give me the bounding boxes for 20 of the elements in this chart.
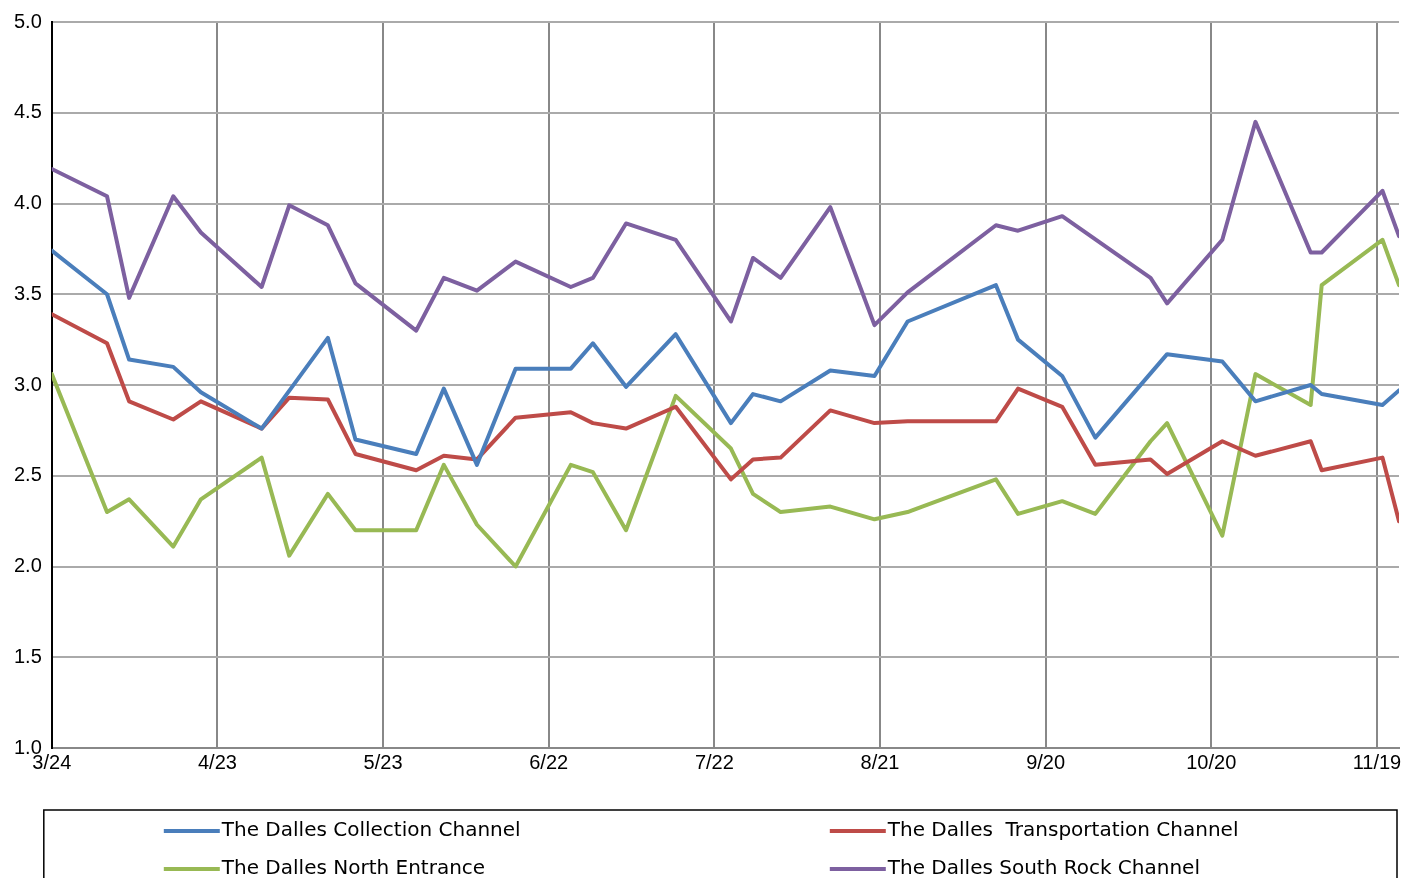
x-tick-label: 9/20 — [1026, 750, 1066, 773]
y-tick-label: 2.0 — [13, 554, 42, 577]
x-tick-label: 8/21 — [860, 750, 900, 773]
y-tick-label: 4.5 — [13, 100, 42, 123]
legend-label: The Dalles North Entrance — [220, 855, 486, 878]
y-tick-label: 1.5 — [13, 644, 42, 667]
y-tick-label: 2.5 — [13, 463, 42, 486]
legend-label: The Dalles Transportation Channel — [886, 817, 1239, 842]
legend-label: The Dalles Collection Channel — [220, 817, 521, 842]
y-tick-label: 3.5 — [13, 281, 42, 304]
legend-label: The Dalles South Rock Channel — [886, 855, 1200, 878]
y-tick-label: 3.0 — [13, 372, 42, 395]
x-tick-label: 11/19 — [1352, 750, 1402, 773]
x-tick-label: 10/20 — [1186, 750, 1237, 773]
y-tick-label: 5.0 — [13, 9, 42, 32]
x-tick-label: 4/23 — [197, 750, 237, 773]
x-tick-label: 7/22 — [694, 750, 734, 773]
y-tick-label: 4.0 — [13, 191, 42, 214]
x-tick-label: 6/22 — [529, 750, 569, 773]
x-tick-label: 5/23 — [363, 750, 403, 773]
